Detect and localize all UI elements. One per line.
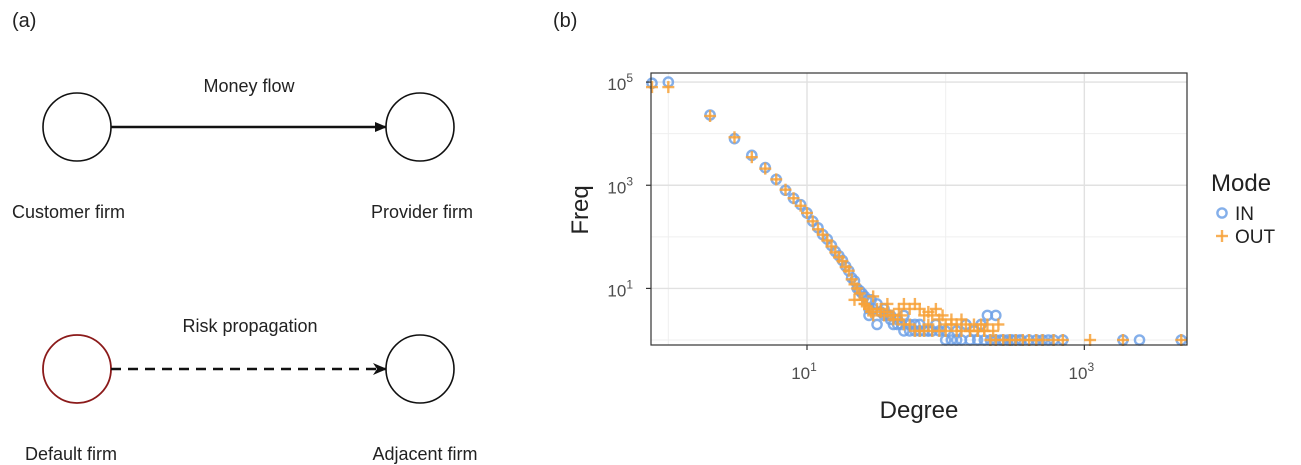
risk-propagation-label: Risk propagation xyxy=(182,316,317,336)
legend-label: OUT xyxy=(1235,227,1276,248)
point-out xyxy=(913,302,926,315)
point-out xyxy=(936,309,949,322)
money-flow-label: Money flow xyxy=(203,76,295,96)
panel-b-label: (b) xyxy=(553,10,577,32)
point-out xyxy=(987,324,1000,337)
y-tick-label: 103 xyxy=(607,174,633,197)
point-out xyxy=(881,297,894,310)
adjacent-firm-label: Adjacent firm xyxy=(372,444,477,464)
point-out xyxy=(992,318,1005,331)
point-out xyxy=(1116,334,1129,347)
point-out xyxy=(874,302,887,315)
legend-item-in: IN xyxy=(1216,204,1254,225)
point-out xyxy=(787,192,800,205)
point-out xyxy=(745,151,758,164)
point-in xyxy=(990,309,1002,322)
point-out xyxy=(646,81,658,94)
point-in xyxy=(1216,207,1228,219)
y-tick-label: 105 xyxy=(607,71,633,94)
point-out xyxy=(922,318,935,331)
plot-area xyxy=(651,73,1187,345)
point-out xyxy=(1084,334,1097,347)
point-out xyxy=(759,162,772,175)
point-out xyxy=(981,318,994,331)
point-out xyxy=(770,173,783,186)
x-tick-label: 103 xyxy=(1069,360,1095,383)
point-out xyxy=(929,302,942,315)
customer-firm-label: Customer firm xyxy=(12,202,125,222)
provider-firm-node xyxy=(385,92,455,162)
legend-label: IN xyxy=(1235,204,1254,225)
point-out xyxy=(853,287,866,300)
panel-a: (a) Money flow Customer firm Provider fi… xyxy=(12,10,478,464)
plot-border xyxy=(650,72,1188,346)
panel-a-label: (a) xyxy=(12,10,36,32)
adjacent-firm-node xyxy=(385,334,455,404)
x-axis-label: Degree xyxy=(880,397,959,424)
point-out xyxy=(858,297,871,310)
provider-firm-label: Provider firm xyxy=(371,202,473,222)
point-out xyxy=(848,293,861,306)
point-out xyxy=(1056,334,1069,347)
point-out xyxy=(1036,334,1049,347)
point-out xyxy=(1175,334,1188,347)
point-out xyxy=(794,199,807,212)
point-out xyxy=(662,81,675,94)
point-out xyxy=(779,183,792,196)
point-out xyxy=(926,309,939,322)
point-out xyxy=(1216,230,1228,242)
point-out xyxy=(806,215,819,228)
legend-title: Mode xyxy=(1211,170,1271,197)
point-out xyxy=(728,131,741,144)
x-tick-label: 101 xyxy=(791,360,817,383)
point-out xyxy=(842,264,855,277)
points xyxy=(646,76,1188,347)
default-firm-label: Default firm xyxy=(25,444,117,464)
point-in xyxy=(871,318,883,331)
legend-item-out: OUT xyxy=(1216,227,1276,248)
point-out xyxy=(867,290,880,303)
point-out xyxy=(821,234,834,247)
customer-firm-node xyxy=(42,92,112,162)
point-out xyxy=(887,309,900,322)
series-out xyxy=(646,81,1188,347)
point-out xyxy=(836,255,849,268)
default-firm-node xyxy=(42,334,112,404)
point-out xyxy=(800,206,813,219)
panel-b: (b) 101 103 101 103 105 Degree Freq Mode INOU… xyxy=(553,10,1276,424)
point-out xyxy=(704,110,717,123)
point-out xyxy=(903,318,916,331)
point-out xyxy=(867,309,880,322)
y-tick-label: 101 xyxy=(607,277,633,300)
y-axis-label: Freq xyxy=(567,185,594,234)
